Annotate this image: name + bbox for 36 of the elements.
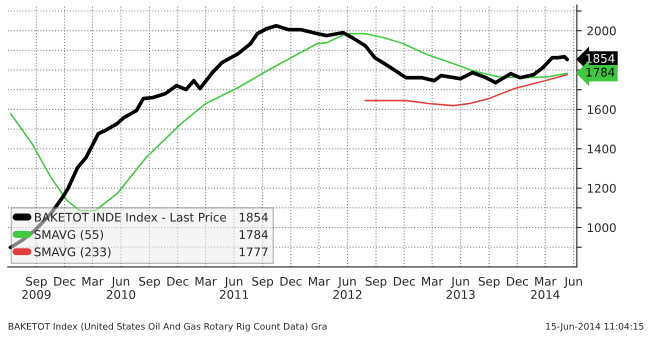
x-tick-label: Dec bbox=[394, 276, 415, 286]
x-tick-label: Mar 2014 bbox=[531, 276, 560, 299]
x-tick-label: Jun bbox=[564, 276, 582, 288]
x-tick-label: Sep bbox=[252, 276, 274, 288]
x-tick-label: Jun 2013 bbox=[446, 276, 475, 299]
text: 1777 bbox=[240, 248, 268, 256]
line-series bbox=[364, 74, 568, 106]
y-tick-label: 2000 bbox=[587, 26, 616, 36]
x-tick-label: Sep bbox=[478, 276, 500, 288]
x-tick-label: Dec bbox=[280, 276, 302, 286]
x-tick-label: Dec bbox=[167, 276, 188, 286]
text: BAKETOT Index (United States Oil And Gas Rotary Rig Count Data) Gra bbox=[8, 322, 326, 332]
text: 1784 bbox=[586, 68, 615, 77]
x-tick-label: Sep bbox=[366, 276, 386, 288]
x-tick-label: Dec bbox=[507, 276, 528, 286]
x-tick-label: Jun 2011 bbox=[220, 276, 248, 299]
x-tick-label: Jun 2010 bbox=[106, 276, 136, 299]
text: 15-Jun-2014 11:04:15 bbox=[546, 322, 644, 332]
x-tick-label: Mar bbox=[82, 276, 104, 286]
x-tick-label: Sep 2009 bbox=[22, 276, 51, 299]
x-tick-label: Sep bbox=[139, 276, 160, 288]
x-tick-label: Jun 2012 bbox=[333, 276, 362, 299]
y-tick-label: 1600 bbox=[588, 105, 616, 114]
y-tick-label: 1400 bbox=[588, 144, 616, 154]
legend-label: SMAVG (233) bbox=[34, 247, 111, 258]
legend-label: SMAVG (55) bbox=[34, 230, 104, 240]
x-tick-label: Mar bbox=[196, 276, 217, 286]
annotation: 1854 bbox=[240, 212, 268, 222]
line-series bbox=[10, 32, 568, 212]
y-tick-label: 1200 bbox=[588, 184, 616, 193]
text: 1854 bbox=[586, 54, 615, 63]
annotation: 1784 bbox=[240, 230, 268, 240]
y-tick-label: 1000 bbox=[588, 223, 616, 232]
x-tick-label: Dec bbox=[54, 276, 76, 286]
x-tick-label: Mar bbox=[422, 276, 444, 286]
x-tick-label: Mar bbox=[309, 276, 330, 286]
